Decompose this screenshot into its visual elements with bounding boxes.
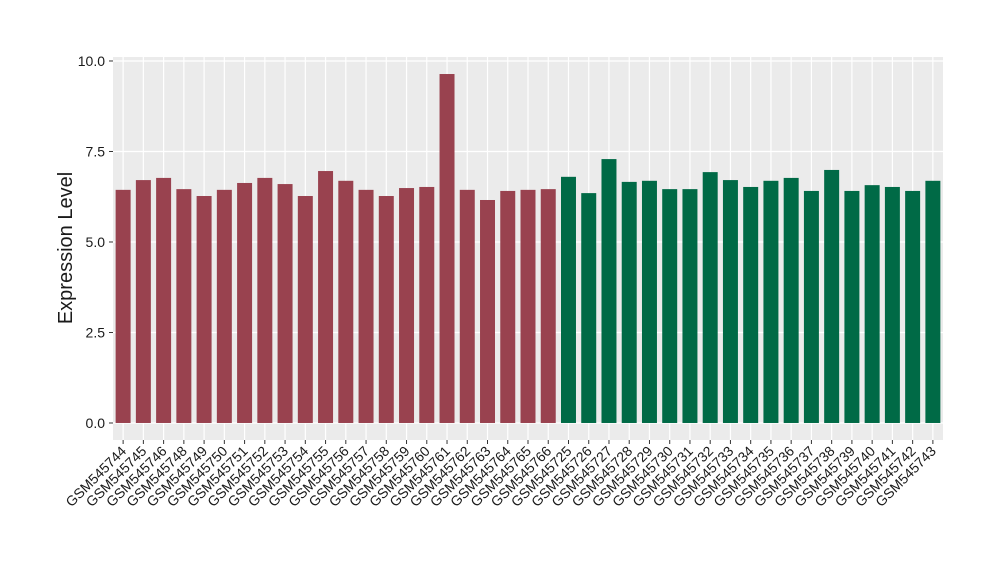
y-tick-label: 7.5 <box>86 143 106 159</box>
bar <box>135 180 151 423</box>
bar <box>115 189 131 423</box>
y-axis-label: Expression Level <box>55 172 77 324</box>
bar <box>500 190 516 423</box>
bar <box>682 189 698 423</box>
bar <box>824 169 840 423</box>
bar <box>581 193 597 423</box>
bar <box>803 190 819 423</box>
bar <box>338 180 354 423</box>
bar <box>905 190 921 423</box>
bar <box>844 190 860 423</box>
bar <box>560 176 576 423</box>
bar <box>439 74 455 423</box>
bar <box>216 189 232 423</box>
bar <box>601 159 617 423</box>
y-tick-label: 0.0 <box>86 415 106 431</box>
bar <box>176 189 192 423</box>
bar <box>641 180 657 423</box>
bar <box>237 182 253 423</box>
bar <box>743 186 759 423</box>
bar <box>399 188 415 423</box>
bar <box>196 196 212 423</box>
bar <box>318 171 334 423</box>
bar <box>621 181 637 423</box>
y-tick-label: 5.0 <box>86 234 106 250</box>
bar <box>864 185 880 423</box>
bar <box>722 180 738 423</box>
bar <box>358 189 374 423</box>
y-tick-label: 2.5 <box>86 324 106 340</box>
bar <box>459 189 475 423</box>
bar <box>297 196 313 423</box>
bar <box>702 172 718 423</box>
bar <box>378 196 394 423</box>
bar <box>277 184 293 423</box>
bar <box>662 189 678 423</box>
bar <box>156 177 172 423</box>
bar <box>884 186 900 423</box>
bar <box>540 189 556 423</box>
y-tick-label: 10.0 <box>78 53 105 69</box>
bar <box>520 189 536 423</box>
bar <box>763 180 779 423</box>
bar <box>419 186 435 423</box>
bar <box>925 180 941 423</box>
bar <box>257 177 273 423</box>
bar <box>480 199 496 423</box>
bar <box>783 177 799 423</box>
